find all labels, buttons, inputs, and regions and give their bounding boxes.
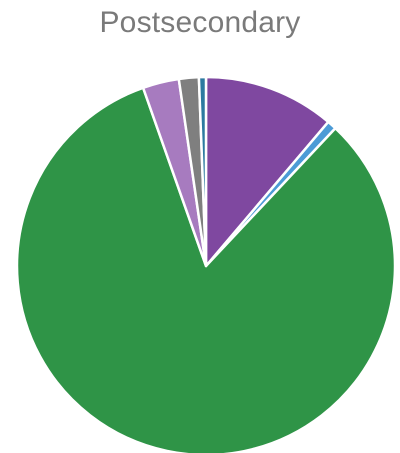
pie-slices	[15, 75, 397, 453]
pie-slice-1	[204, 75, 330, 268]
pie-slice-3	[15, 86, 397, 453]
chart-title: Postsecondary	[99, 6, 301, 39]
pie-slice-6	[197, 75, 208, 268]
